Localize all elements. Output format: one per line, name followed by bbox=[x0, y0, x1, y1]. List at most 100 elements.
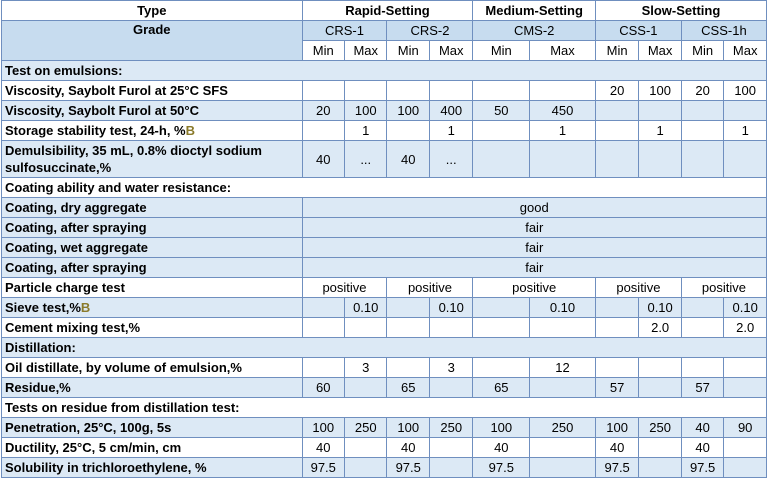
table-row: Ductility, 25°C, 5 cm/min, cm 40 40 40 40 40 bbox=[1, 437, 767, 458]
merged-value-cell: fair bbox=[301, 237, 768, 258]
table-row: Cement mixing test,% 2.0 2.0 bbox=[1, 317, 767, 338]
value-cell: 100 bbox=[343, 100, 388, 121]
section-row-emulsions: Test on emulsions: bbox=[1, 60, 767, 81]
row-label: Viscosity, Saybolt Furol at 50°C bbox=[1, 100, 303, 121]
value-cell: 97.5 bbox=[594, 457, 640, 478]
grade-value-cell: positive bbox=[301, 277, 388, 298]
row-label: Ductility, 25°C, 5 cm/min, cm bbox=[1, 437, 303, 458]
value-cell: 97.5 bbox=[472, 457, 531, 478]
value-cell bbox=[638, 377, 682, 398]
value-cell: 40 bbox=[680, 437, 725, 458]
row-label: Cement mixing test,% bbox=[1, 317, 303, 338]
merged-value-cell: good bbox=[301, 197, 768, 218]
value-cell bbox=[723, 437, 767, 458]
type-header: Type bbox=[1, 0, 303, 21]
value-cell: 40 bbox=[594, 437, 640, 458]
value-cell: 100 bbox=[594, 417, 640, 438]
value-cell: 100 bbox=[386, 417, 430, 438]
minmax-cell: Min bbox=[386, 40, 430, 61]
value-cell bbox=[472, 297, 531, 318]
table-row: Coating, wet aggregate fair bbox=[1, 237, 768, 258]
minmax-cell: Min bbox=[594, 40, 640, 61]
value-cell bbox=[386, 317, 430, 338]
value-cell: ... bbox=[343, 140, 388, 178]
minmax-cell: Max bbox=[529, 40, 596, 61]
row-label: Coating, after spraying bbox=[1, 257, 303, 278]
value-cell bbox=[594, 120, 640, 141]
value-cell: 1 bbox=[723, 120, 767, 141]
value-cell: 40 bbox=[472, 437, 531, 458]
value-cell bbox=[472, 317, 531, 338]
value-cell bbox=[638, 437, 682, 458]
table-row: Solubility in trichloroethylene, % 97.5 9… bbox=[1, 457, 767, 478]
value-cell bbox=[723, 377, 767, 398]
value-cell: 40 bbox=[301, 140, 346, 178]
grade-value-cell: positive bbox=[680, 277, 768, 298]
value-cell bbox=[428, 437, 474, 458]
value-cell: 40 bbox=[386, 437, 430, 458]
value-cell bbox=[472, 357, 531, 378]
row-label: Oil distillate, by volume of emulsion,% bbox=[1, 357, 303, 378]
minmax-cell: Max bbox=[343, 40, 388, 61]
value-cell: 1 bbox=[638, 120, 682, 141]
minmax-cell: Min bbox=[680, 40, 725, 61]
row-label: Coating, dry aggregate bbox=[1, 197, 303, 218]
value-cell: 0.10 bbox=[723, 297, 767, 318]
table-row: Viscosity, Saybolt Furol at 50°C 20 100 10… bbox=[1, 100, 767, 121]
value-cell: 97.5 bbox=[386, 457, 430, 478]
value-cell: 50 bbox=[472, 100, 531, 121]
value-cell bbox=[428, 80, 474, 101]
value-cell bbox=[638, 357, 682, 378]
value-cell: 40 bbox=[301, 437, 346, 458]
value-cell: 100 bbox=[472, 417, 531, 438]
value-cell bbox=[529, 457, 596, 478]
table-row: Demulsibility, 35 mL, 0.8% dioctyl sodiu… bbox=[1, 140, 767, 178]
group-medium-setting: Medium-Setting bbox=[472, 0, 596, 21]
value-cell: 12 bbox=[529, 357, 596, 378]
row-label: Coating, after spraying bbox=[1, 217, 303, 238]
merged-value-cell: fair bbox=[301, 257, 768, 278]
value-cell: ... bbox=[428, 140, 474, 178]
row-label-text: Sieve test,% bbox=[5, 300, 81, 315]
value-cell bbox=[343, 377, 388, 398]
value-cell: 97.5 bbox=[680, 457, 725, 478]
minmax-cell: Max bbox=[638, 40, 682, 61]
value-cell bbox=[386, 120, 430, 141]
value-cell: 65 bbox=[386, 377, 430, 398]
value-cell: 250 bbox=[343, 417, 388, 438]
footnote-mark: B bbox=[80, 300, 91, 315]
value-cell bbox=[680, 120, 725, 141]
table-row: Penetration, 25°C, 100g, 5s 100 250 100 250… bbox=[1, 417, 767, 438]
value-cell: 20 bbox=[301, 100, 346, 121]
value-cell: 250 bbox=[428, 417, 474, 438]
header-row-grade: Grade CRS-1 CRS-2 CMS-2 CSS-1 CSS-1h bbox=[1, 20, 768, 61]
value-cell bbox=[343, 457, 388, 478]
section-label: Coating ability and water resistance: bbox=[1, 177, 767, 198]
value-cell: 57 bbox=[594, 377, 640, 398]
minmax-cell: Max bbox=[428, 40, 474, 61]
value-cell: 0.10 bbox=[428, 297, 474, 318]
value-cell: 250 bbox=[638, 417, 682, 438]
value-cell bbox=[594, 297, 640, 318]
value-cell bbox=[386, 357, 430, 378]
value-cell bbox=[529, 437, 596, 458]
value-cell bbox=[428, 457, 474, 478]
row-label: Particle charge test bbox=[1, 277, 303, 298]
table-row: Sieve test,%B 0.10 0.10 0.10 0.10 0.10 bbox=[1, 297, 767, 318]
value-cell bbox=[529, 377, 596, 398]
value-cell: 2.0 bbox=[723, 317, 767, 338]
value-cell: 250 bbox=[529, 417, 596, 438]
value-cell: 1 bbox=[428, 120, 474, 141]
table-row: Residue,% 60 65 65 57 57 bbox=[1, 377, 767, 398]
value-cell: 0.10 bbox=[343, 297, 388, 318]
row-label: Sieve test,%B bbox=[1, 297, 303, 318]
value-cell bbox=[723, 457, 767, 478]
table-row: Storage stability test, 24-h, %B 1 1 1 1 1 bbox=[1, 120, 767, 141]
merged-value-cell: fair bbox=[301, 217, 768, 238]
minmax-cell: Min bbox=[301, 40, 346, 61]
value-cell bbox=[723, 140, 767, 178]
value-cell bbox=[594, 140, 640, 178]
value-cell: 0.10 bbox=[529, 297, 596, 318]
grade-header: Grade bbox=[1, 20, 303, 61]
value-cell: 90 bbox=[723, 417, 767, 438]
